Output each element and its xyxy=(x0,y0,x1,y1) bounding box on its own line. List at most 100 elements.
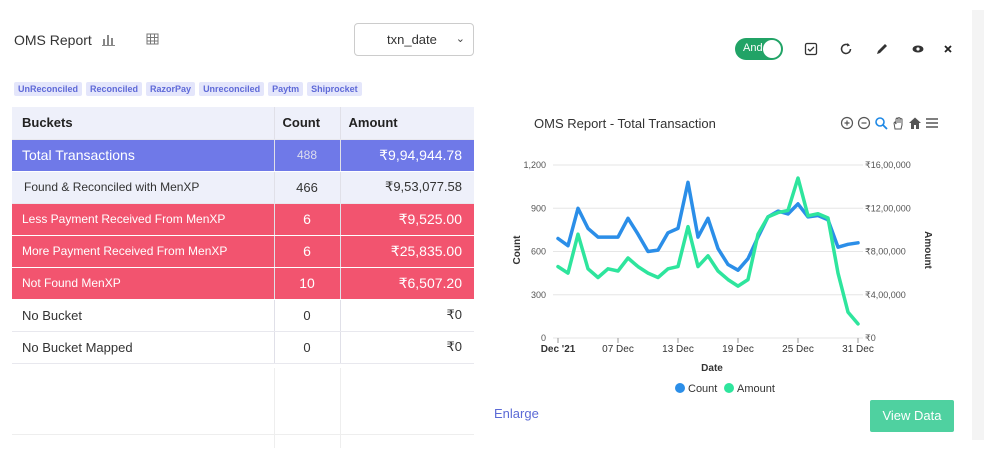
bucket-name: No Bucket xyxy=(12,299,274,332)
zoom-in-icon[interactable] xyxy=(840,116,854,130)
legend-amount-marker xyxy=(724,383,734,393)
enlarge-link[interactable]: Enlarge xyxy=(494,406,539,421)
table-row[interactable]: Not Found MenXP 10 ₹6,507.20 xyxy=(12,267,474,300)
chip-unreconciled-2[interactable]: Unreconciled xyxy=(199,82,265,96)
x-axis-ticks: Dec '21 07 Dec 13 Dec 19 Dec 25 Dec 31 Dec xyxy=(541,338,874,355)
legend-count-marker xyxy=(675,383,685,393)
transaction-line-chart[interactable]: 0 300 600 900 1,200 ₹0 ₹4,00,000 ₹8,00,000 ₹12,… xyxy=(500,150,940,410)
bucket-amount: ₹9,94,944.78 xyxy=(339,139,474,172)
table-row[interactable]: No Bucket Mapped 0 ₹0 xyxy=(12,331,474,364)
filter-chips: UnReconciled Reconciled RazorPay Unrecon… xyxy=(14,82,362,96)
y-tick-left: 300 xyxy=(531,290,546,300)
table-header-row: Buckets Count Amount xyxy=(12,107,474,140)
bucket-name: No Bucket Mapped xyxy=(12,331,274,364)
y-tick-right: ₹4,00,000 xyxy=(865,290,906,300)
bucket-count: 488 xyxy=(273,139,340,172)
select-value: txn_date xyxy=(387,32,437,47)
bucket-count: 466 xyxy=(273,171,340,204)
y-axis-right-label: Amount xyxy=(922,231,933,269)
toggle-label: And xyxy=(743,42,763,54)
checkbox-icon[interactable] xyxy=(803,41,819,57)
pencil-icon[interactable] xyxy=(874,41,890,57)
left-axis-ticks: 0 300 600 900 1,200 xyxy=(523,160,546,343)
table-empty-area xyxy=(12,368,474,448)
y-tick-left: 0 xyxy=(541,333,546,343)
report-title: OMS Report xyxy=(14,32,92,48)
close-icon[interactable] xyxy=(940,41,956,57)
grid-icon[interactable] xyxy=(144,30,162,48)
eye-icon[interactable] xyxy=(910,41,926,57)
y-axis-left-label: Count xyxy=(512,235,523,265)
bucket-count: 0 xyxy=(273,331,340,364)
y-tick-left: 1,200 xyxy=(523,160,546,170)
series-line-amount xyxy=(556,176,860,326)
chip-paytm[interactable]: Paytm xyxy=(268,82,304,96)
header-count[interactable]: Count xyxy=(273,107,340,140)
table-row[interactable]: No Bucket 0 ₹0 xyxy=(12,299,474,332)
and-or-toggle[interactable]: And xyxy=(735,38,783,60)
legend-count-label[interactable]: Count xyxy=(688,383,717,395)
divider xyxy=(274,368,275,448)
y-tick-right: ₹8,00,000 xyxy=(865,247,906,257)
bucket-count: 10 xyxy=(273,267,340,300)
bucket-amount: ₹0 xyxy=(339,299,474,332)
y-tick-left: 900 xyxy=(531,203,546,213)
x-tick-label: 13 Dec xyxy=(662,344,694,355)
bucket-amount: ₹6,507.20 xyxy=(339,267,474,300)
table-row[interactable]: Less Payment Received From MenXP 6 ₹9,52… xyxy=(12,203,474,236)
divider xyxy=(340,368,341,448)
bucket-amount: ₹0 xyxy=(339,331,474,364)
bucket-name: Found & Reconciled with MenXP xyxy=(12,171,274,204)
view-data-button[interactable]: View Data xyxy=(870,400,954,432)
table-row[interactable]: Found & Reconciled with MenXP 466 ₹9,53,… xyxy=(12,171,474,204)
bucket-count: 6 xyxy=(273,235,340,268)
x-axis-label: Date xyxy=(701,363,723,374)
scrollbar[interactable] xyxy=(972,10,984,440)
chip-shiprocket[interactable]: Shiprocket xyxy=(307,82,362,96)
y-tick-right: ₹12,00,000 xyxy=(865,203,911,213)
chevron-down-icon: ⌄ xyxy=(455,33,465,45)
zoom-out-icon[interactable] xyxy=(857,116,871,130)
buckets-table: Buckets Count Amount Total Transactions … xyxy=(12,107,474,364)
y-tick-right: ₹16,00,000 xyxy=(865,160,911,170)
series-lines xyxy=(556,176,860,326)
bucket-amount: ₹25,835.00 xyxy=(339,235,474,268)
bucket-name: Not Found MenXP xyxy=(12,267,274,300)
menu-icon[interactable] xyxy=(925,116,939,130)
bucket-count: 6 xyxy=(273,203,340,236)
toggle-knob xyxy=(763,40,781,58)
bucket-name: Total Transactions xyxy=(12,139,274,172)
chart-title: OMS Report - Total Transaction xyxy=(534,116,716,131)
home-icon[interactable] xyxy=(908,116,922,130)
bucket-amount: ₹9,525.00 xyxy=(339,203,474,236)
bar-chart-icon[interactable] xyxy=(100,30,118,48)
right-axis-ticks: ₹0 ₹4,00,000 ₹8,00,000 ₹12,00,000 ₹16,00,000 xyxy=(865,160,911,343)
chart-toolbar xyxy=(840,116,939,130)
y-tick-left: 600 xyxy=(531,247,546,257)
bucket-name: More Payment Received From MenXP xyxy=(12,235,274,268)
chip-reconciled[interactable]: Reconciled xyxy=(86,82,143,96)
pan-hand-icon[interactable] xyxy=(891,116,905,130)
table-row[interactable]: Total Transactions 488 ₹9,94,944.78 xyxy=(12,139,474,172)
bucket-amount: ₹9,53,077.58 xyxy=(339,171,474,204)
x-tick-label: 25 Dec xyxy=(782,344,814,355)
chip-razorpay[interactable]: RazorPay xyxy=(146,82,196,96)
x-tick-label: 31 Dec xyxy=(842,344,874,355)
x-tick-label: 07 Dec xyxy=(602,344,634,355)
legend: Count Amount xyxy=(675,383,775,395)
chip-unreconciled[interactable]: UnReconciled xyxy=(14,82,83,96)
header-buckets[interactable]: Buckets xyxy=(12,107,274,140)
divider xyxy=(12,434,474,435)
date-field-select[interactable]: txn_date ⌄ xyxy=(354,23,474,56)
grid-lines xyxy=(553,164,863,339)
header-amount[interactable]: Amount xyxy=(339,107,474,140)
legend-amount-label[interactable]: Amount xyxy=(737,383,775,395)
table-row[interactable]: More Payment Received From MenXP 6 ₹25,8… xyxy=(12,235,474,268)
bucket-count: 0 xyxy=(273,299,340,332)
y-tick-right: ₹0 xyxy=(865,333,876,343)
refresh-icon[interactable] xyxy=(838,41,854,57)
x-tick-label: 19 Dec xyxy=(722,344,754,355)
search-icon[interactable] xyxy=(874,116,888,130)
x-tick-label: Dec '21 xyxy=(541,344,576,355)
bucket-name: Less Payment Received From MenXP xyxy=(12,203,274,236)
